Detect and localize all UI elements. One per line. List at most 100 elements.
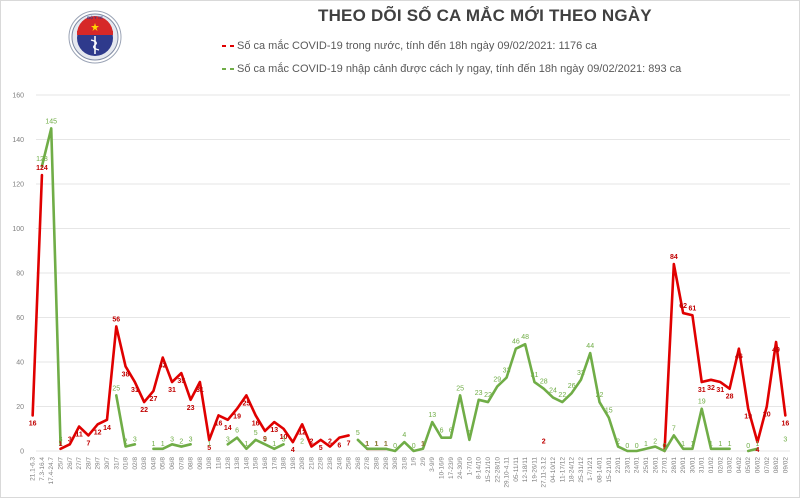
- x-tick-label: 17/8: [271, 457, 278, 470]
- domestic-data-label: 10: [280, 434, 288, 441]
- imported-data-label: 1: [151, 441, 155, 448]
- imported-data-label: 29: [493, 376, 501, 383]
- imported-data-label: 2: [616, 439, 620, 446]
- domestic-data-label: 124: [36, 165, 48, 172]
- domestic-data-label: 35: [177, 378, 185, 385]
- domestic-data-label: 61: [689, 305, 697, 312]
- domestic-data-label: 13: [270, 427, 278, 434]
- imported-data-label: 128: [36, 156, 48, 163]
- y-tick-label: 120: [12, 182, 24, 189]
- y-tick-label: 80: [16, 271, 24, 278]
- domestic-data-label: 6: [337, 443, 341, 450]
- domestic-data-label: 12: [94, 429, 102, 436]
- domestic-data-label: 19: [233, 414, 241, 421]
- x-tick-label: 13/8: [234, 457, 241, 470]
- imported-data-label: 0: [412, 443, 416, 450]
- x-tick-label: 26/8: [355, 457, 362, 470]
- imported-data-label: 28: [540, 379, 548, 386]
- domestic-data-label: 5: [319, 445, 323, 452]
- domestic-data-label: 1: [384, 441, 388, 448]
- imported-data-label: 1: [272, 441, 276, 448]
- x-tick-label: 04/02: [736, 457, 743, 474]
- y-tick-label: 160: [12, 93, 24, 100]
- x-tick-label: 8-14/10: [476, 457, 483, 479]
- imported-series-line: [746, 447, 759, 453]
- imported-data-label: 22: [484, 392, 492, 399]
- x-tick-label: 17-23/9: [448, 457, 455, 479]
- legend-label-imported: Số ca mắc COVID-19 nhập cảnh được cách l…: [237, 63, 682, 75]
- imported-data-label: 5: [254, 430, 258, 437]
- x-tick-label: 09/02: [782, 457, 789, 474]
- x-tick-label: 11/8: [216, 457, 223, 470]
- x-tick-label: 10/8: [206, 457, 213, 470]
- x-tick-label: 29/8: [383, 457, 390, 470]
- imported-data-label: 4: [402, 432, 406, 439]
- x-tick-label: 30/7: [104, 457, 111, 470]
- imported-data-label: 3: [783, 436, 787, 443]
- domestic-data-label: 2: [309, 439, 313, 446]
- imported-data-label: 5: [356, 430, 360, 437]
- x-tick-label: 08/8: [188, 457, 195, 470]
- x-tick-label: 31/7: [113, 457, 120, 470]
- x-tick-label: 23/01: [624, 457, 631, 474]
- imported-data-label: 7: [672, 425, 676, 432]
- x-tick-label: 12/8: [225, 457, 232, 470]
- domestic-data-label: 19: [744, 414, 752, 421]
- imported-data-label: 26: [568, 383, 576, 390]
- domestic-data-label: 20: [763, 412, 771, 419]
- domestic-data-label: 16: [215, 420, 223, 427]
- imported-data-label: 1: [244, 441, 248, 448]
- domestic-data-label: 14: [224, 425, 232, 432]
- imported-data-label: 48: [521, 334, 529, 341]
- x-tick-label: 28/01: [671, 457, 678, 474]
- imported-data-label: 3: [263, 436, 267, 443]
- x-tick-label: 05/02: [745, 457, 752, 474]
- imported-data-label: 1: [756, 441, 760, 448]
- x-tick-label: 01/02: [708, 457, 715, 474]
- imported-data-label: 15: [605, 408, 613, 415]
- domestic-data-label: 0: [663, 443, 667, 450]
- imported-series-line: [152, 443, 192, 451]
- imported-data-label: 2: [179, 439, 183, 446]
- x-tick-label: 1/9: [411, 457, 418, 466]
- imported-data-label: 25: [456, 385, 464, 392]
- x-tick-label: 15-21/10: [485, 457, 492, 483]
- x-tick-label: 09/8: [197, 457, 204, 470]
- imported-data-label: 6: [235, 428, 239, 435]
- x-tick-label: 18-24/12: [569, 457, 576, 483]
- x-tick-label: 29.10-4.11: [504, 457, 511, 488]
- imported-data-label: 1: [375, 441, 379, 448]
- x-tick-label: 24/8: [336, 457, 343, 470]
- domestic-data-label: 84: [670, 254, 678, 261]
- imported-data-label: 1: [161, 441, 165, 448]
- ministry-of-health-logo: BỘ Y TẾ: [68, 10, 122, 64]
- x-tick-label: 30/8: [392, 457, 399, 470]
- domestic-data-label: 31: [716, 387, 724, 394]
- x-tick-label: 26/7: [67, 457, 74, 470]
- imported-data-label: 13: [428, 412, 436, 419]
- domestic-data-label: 12: [298, 429, 306, 436]
- imported-data-label: 1: [709, 441, 713, 448]
- x-tick-label: 07/02: [764, 457, 771, 474]
- imported-data-label: 25: [112, 385, 120, 392]
- domestic-data-label: 62: [679, 303, 687, 310]
- x-tick-label: 02/02: [717, 457, 724, 474]
- x-tick-label: 2/9: [420, 457, 427, 466]
- x-tick-label: 25/8: [346, 457, 353, 470]
- domestic-data-label: 31: [131, 387, 139, 394]
- imported-data-label: 24: [549, 388, 557, 395]
- y-tick-label: 100: [12, 226, 24, 233]
- x-tick-label: 25-31/12: [578, 457, 585, 483]
- imported-data-label: 1: [690, 441, 694, 448]
- imported-data-label: 145: [45, 118, 57, 125]
- domestic-data-label: 7: [347, 440, 351, 447]
- imported-data-label: 1: [365, 441, 369, 448]
- legend-marker-imported-icon: [222, 68, 234, 70]
- imported-data-label: 0: [663, 443, 667, 450]
- domestic-data-label: 22: [140, 407, 148, 414]
- legend-item-domestic: Số ca mắc COVID-19 trong nước, tính đến …: [222, 40, 597, 52]
- x-tick-label: 25/7: [58, 457, 65, 470]
- x-tick-label: 17.4-24.7: [48, 457, 55, 485]
- x-tick-label: 21/8: [308, 457, 315, 470]
